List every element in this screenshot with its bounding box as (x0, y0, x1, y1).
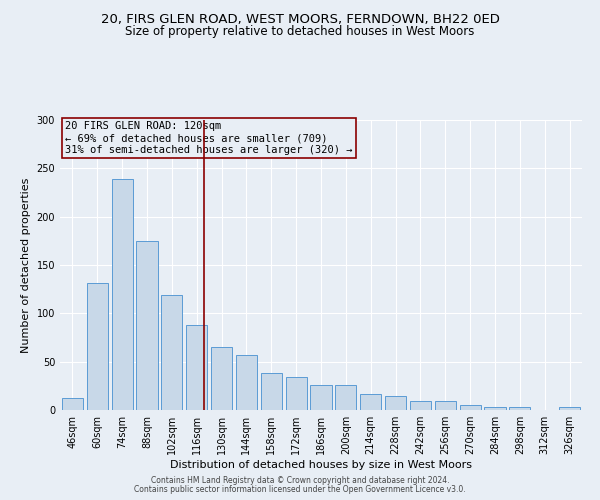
Bar (360, 394, 381, 410)
Bar (335, 385, 356, 410)
Bar (310, 385, 332, 410)
Bar (87, 284, 108, 410)
Bar (484, 407, 506, 410)
Bar (186, 325, 207, 410)
Bar (136, 241, 158, 410)
Y-axis label: Number of detached properties: Number of detached properties (21, 178, 31, 352)
Bar (435, 402, 456, 410)
Text: 20 FIRS GLEN ROAD: 120sqm
← 69% of detached houses are smaller (709)
31% of semi: 20 FIRS GLEN ROAD: 120sqm ← 69% of detac… (65, 122, 353, 154)
Bar (161, 295, 182, 410)
X-axis label: Distribution of detached houses by size in West Moors: Distribution of detached houses by size … (170, 460, 472, 470)
Bar (211, 347, 232, 410)
Bar (112, 179, 133, 410)
Bar (410, 402, 431, 410)
Bar (385, 396, 406, 410)
Bar (559, 407, 580, 410)
Text: 20, FIRS GLEN ROAD, WEST MOORS, FERNDOWN, BH22 0ED: 20, FIRS GLEN ROAD, WEST MOORS, FERNDOWN… (101, 12, 499, 26)
Bar (236, 355, 257, 410)
Bar (509, 407, 530, 410)
Bar (62, 398, 83, 410)
Text: Contains public sector information licensed under the Open Government Licence v3: Contains public sector information licen… (134, 485, 466, 494)
Bar (460, 405, 481, 410)
Text: Size of property relative to detached houses in West Moors: Size of property relative to detached ho… (125, 25, 475, 38)
Bar (286, 377, 307, 410)
Text: Contains HM Land Registry data © Crown copyright and database right 2024.: Contains HM Land Registry data © Crown c… (151, 476, 449, 485)
Bar (261, 374, 282, 410)
